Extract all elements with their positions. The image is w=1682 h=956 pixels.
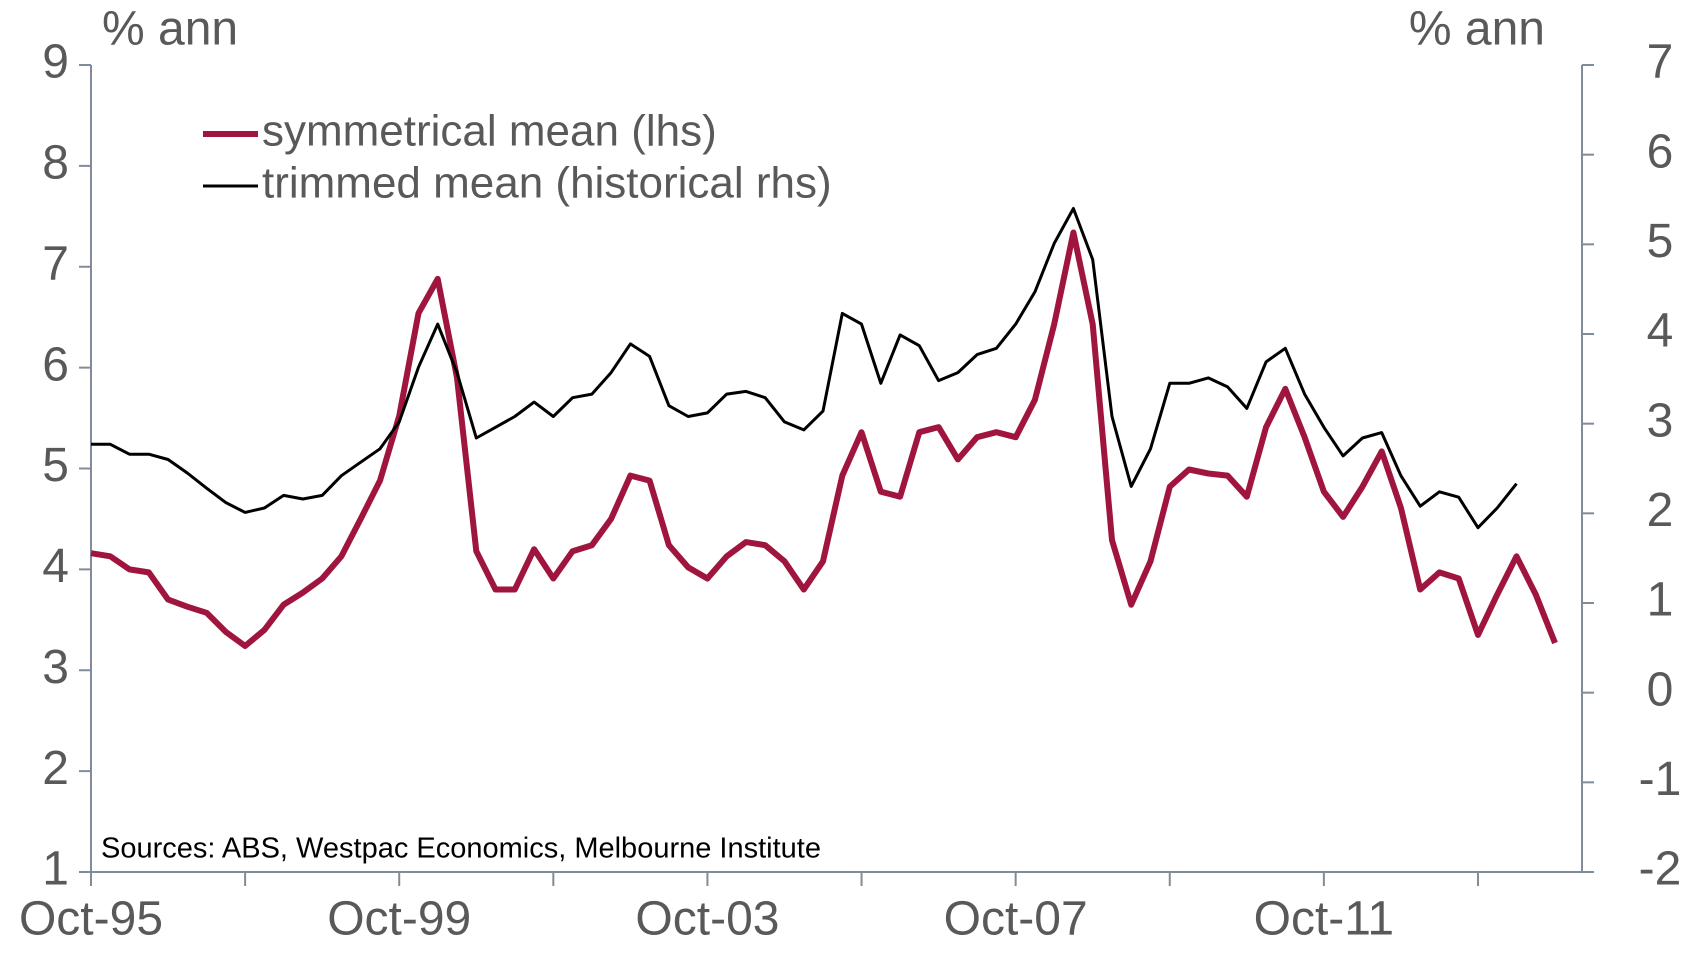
y2-tick-label: 6 xyxy=(1647,125,1674,178)
y-tick-label: 9 xyxy=(42,36,69,89)
y-tick-label: 6 xyxy=(42,338,69,391)
y2-tick-label: -2 xyxy=(1639,843,1682,896)
y2-tick-label: 0 xyxy=(1647,663,1674,716)
y-axis-label: % ann xyxy=(102,3,238,56)
y-tick-label: 1 xyxy=(42,843,69,896)
x-tick-label: Oct-03 xyxy=(635,893,779,946)
x-tick-label: Oct-07 xyxy=(944,893,1088,946)
y-tick-label: 4 xyxy=(42,540,69,593)
y-tick-label: 8 xyxy=(42,137,69,190)
y2-tick-label: -1 xyxy=(1639,753,1682,806)
y2-tick-label: 1 xyxy=(1647,574,1674,627)
x-tick-label: Oct-11 xyxy=(1254,893,1394,946)
legend-label: symmetrical mean (lhs) xyxy=(262,107,717,156)
y2-tick-label: 3 xyxy=(1647,394,1674,447)
y2-tick-label: 4 xyxy=(1647,305,1674,358)
y-tick-label: 5 xyxy=(42,439,69,492)
y-tick-label: 7 xyxy=(42,237,69,290)
y-tick-label: 2 xyxy=(42,742,69,795)
y-tick-label: 3 xyxy=(42,641,69,694)
x-tick-label: Oct-99 xyxy=(327,893,471,946)
sources-note: Sources: ABS, Westpac Economics, Melbour… xyxy=(101,833,821,865)
series-line xyxy=(91,207,1518,530)
y2-tick-label: 7 xyxy=(1647,36,1674,89)
x-tick-label: Oct-95 xyxy=(19,893,163,946)
y2-tick-label: 2 xyxy=(1647,484,1674,537)
y2-axis-label: % ann xyxy=(1409,3,1545,56)
y2-tick-label: 5 xyxy=(1647,215,1674,268)
legend-label: trimmed mean (historical rhs) xyxy=(262,159,832,208)
series-line xyxy=(90,229,1558,649)
